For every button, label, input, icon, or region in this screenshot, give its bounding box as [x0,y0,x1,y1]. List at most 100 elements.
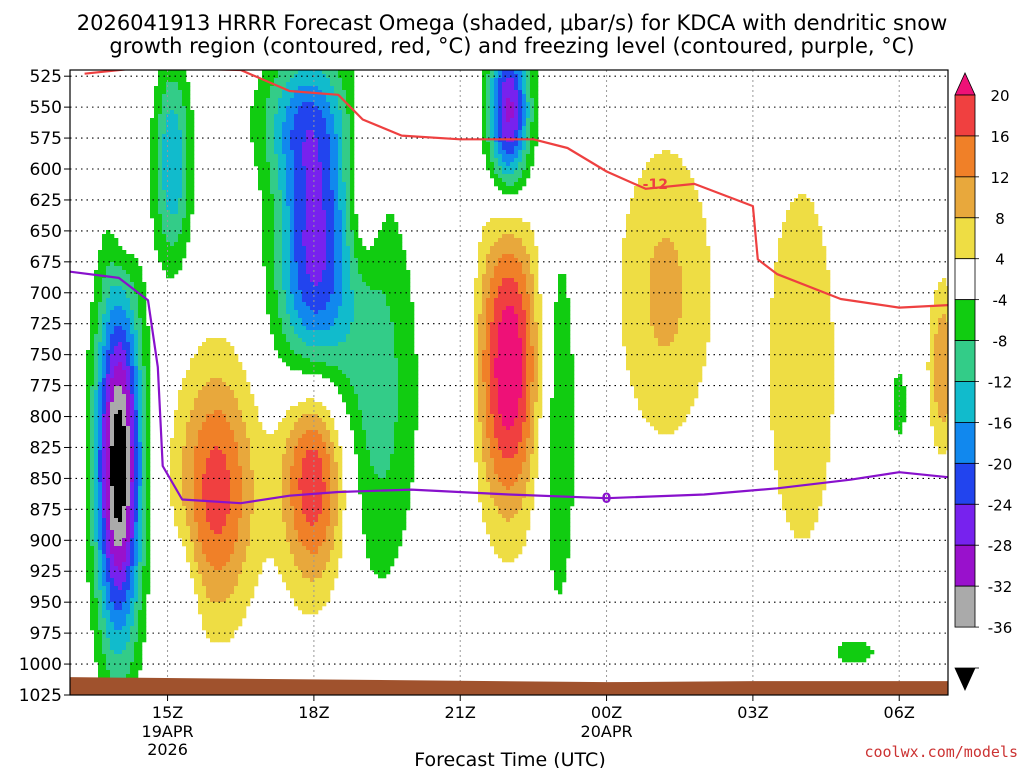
omega-cell [342,330,347,335]
omega-cell [314,190,319,195]
omega-cell [498,330,503,335]
omega-cell [534,90,539,95]
omega-cell [514,282,519,287]
omega-cell [530,262,535,267]
omega-cell [386,326,391,331]
omega-cell [178,250,183,255]
omega-cell [506,230,511,235]
omega-cell [682,230,687,235]
omega-cell [298,242,303,247]
omega-cell [650,198,655,203]
omega-cell [502,82,507,87]
omega-cell [306,202,311,207]
omega-cell [142,322,147,327]
omega-cell [342,286,347,291]
omega-cell [394,266,399,271]
omega-cell [798,306,803,311]
omega-cell [390,298,395,303]
omega-cell [818,238,823,243]
omega-cell [634,222,639,227]
omega-cell [326,78,331,83]
omega-cell [810,218,815,223]
omega-cell [382,262,387,267]
omega-cell [662,166,667,171]
omega-cell [390,278,395,283]
omega-cell [178,230,183,235]
omega-cell [206,338,211,343]
omega-cell [686,290,691,295]
omega-cell [522,326,527,331]
omega-cell [558,298,563,303]
omega-cell [650,318,655,323]
omega-cell [534,82,539,87]
omega-cell [942,282,947,287]
omega-cell [302,318,307,323]
omega-cell [626,306,631,311]
omega-cell [486,126,491,131]
omega-cell [298,182,303,187]
omega-cell [490,218,495,223]
omega-cell [150,130,155,135]
omega-cell [526,166,531,171]
omega-cell [282,186,287,191]
omega-cell [278,170,283,175]
omega-cell [338,318,343,323]
omega-cell [666,274,671,279]
omega-cell [498,186,503,191]
omega-cell [318,158,323,163]
omega-cell [186,214,191,219]
omega-cell [258,122,263,127]
omega-cell [634,286,639,291]
omega-cell [282,270,287,275]
omega-cell [486,298,491,303]
omega-cell [506,134,511,139]
omega-cell [162,138,167,143]
omega-cell [694,210,699,215]
omega-cell [770,318,775,323]
omega-cell [678,314,683,319]
omega-cell [338,282,343,287]
omega-cell [262,122,267,127]
omega-cell [150,118,155,123]
omega-cell [670,306,675,311]
omega-cell [650,194,655,199]
omega-cell [322,302,327,307]
omega-cell [494,250,499,255]
omega-cell [170,134,175,139]
omega-cell [794,302,799,307]
omega-cell [150,178,155,183]
omega-cell [330,142,335,147]
omega-cell [514,310,519,315]
omega-cell [394,270,399,275]
omega-cell [322,238,327,243]
omega-cell [538,298,543,303]
omega-cell [394,298,399,303]
omega-cell [682,170,687,175]
omega-cell [666,262,671,267]
omega-cell [326,286,331,291]
omega-cell [158,150,163,155]
omega-cell [706,290,711,295]
omega-cell [118,246,123,251]
omega-cell [506,246,511,251]
omega-cell [258,86,263,91]
omega-cell [474,294,479,299]
omega-cell [658,206,663,211]
omega-cell [634,302,639,307]
omega-cell [106,298,111,303]
omega-cell [634,186,639,191]
omega-cell [162,254,167,259]
omega-cell [706,270,711,275]
omega-cell [382,314,387,319]
omega-cell [270,286,275,291]
omega-cell [826,310,831,315]
omega-cell [770,306,775,311]
omega-cell [622,258,627,263]
omega-cell [358,326,363,331]
omega-cell [786,250,791,255]
omega-cell [486,118,491,123]
omega-cell [314,114,319,119]
omega-cell [506,90,511,95]
omega-cell [262,118,267,123]
omega-cell [690,334,695,339]
